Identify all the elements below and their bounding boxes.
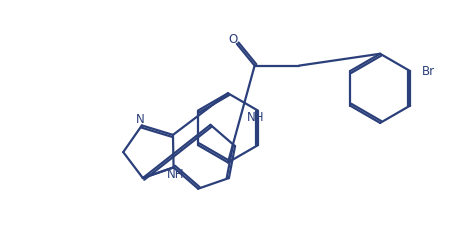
Text: Br: Br [422, 65, 435, 78]
Text: N: N [135, 113, 144, 126]
Text: NH: NH [167, 168, 184, 181]
Text: NH: NH [247, 111, 264, 124]
Text: O: O [228, 33, 238, 46]
